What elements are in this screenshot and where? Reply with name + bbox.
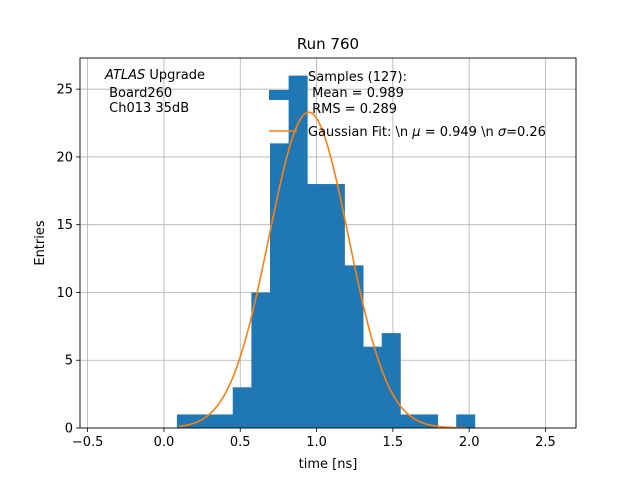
x-tick-label: 1.5 bbox=[383, 435, 404, 450]
histogram-bar bbox=[344, 265, 364, 428]
legend-samples-line-3: RMS = 0.289 bbox=[308, 102, 397, 117]
x-tick-label: −0.5 bbox=[72, 435, 104, 450]
legend-mu-symbol: μ bbox=[411, 125, 420, 140]
y-tick-label: 0 bbox=[65, 422, 73, 437]
histogram-bar bbox=[400, 414, 420, 428]
y-axis-ticks: 0 5 10 15 20 25 bbox=[56, 83, 80, 437]
x-tick-label: 1.0 bbox=[306, 435, 327, 450]
histogram-bars bbox=[176, 75, 476, 428]
x-tick-label: 0.5 bbox=[230, 435, 251, 450]
x-axis-ticks: −0.5 0.0 0.5 1.0 1.5 2.0 2.5 bbox=[72, 428, 556, 450]
legend-fit-prefix: Gaussian Fit: \n bbox=[308, 125, 412, 140]
histogram-bar bbox=[363, 346, 383, 428]
annotation-box: ATLAS Upgrade Board260 Ch013 35dB bbox=[104, 68, 205, 116]
histogram-bar bbox=[325, 184, 345, 428]
legend-fit-mid: = 0.949 \n bbox=[421, 125, 498, 140]
y-tick-label: 20 bbox=[56, 150, 73, 165]
legend-samples-line-2: Mean = 0.989 bbox=[308, 86, 404, 101]
histogram-bar bbox=[418, 414, 438, 428]
legend-fit-suffix: =0.26 bbox=[506, 125, 546, 140]
legend-histogram-patch bbox=[269, 90, 297, 100]
y-tick-label: 10 bbox=[56, 286, 73, 301]
histogram-bar bbox=[214, 414, 234, 428]
histogram-bar bbox=[381, 333, 401, 428]
histogram-bar bbox=[195, 414, 215, 428]
annotation-upgrade: Upgrade bbox=[145, 68, 205, 83]
y-tick-label: 5 bbox=[65, 354, 73, 369]
y-tick-label: 15 bbox=[56, 218, 73, 233]
y-axis-label: Entries bbox=[33, 220, 48, 266]
plot-frame bbox=[79, 57, 577, 429]
histogram-bar bbox=[270, 143, 290, 428]
y-tick-label: 25 bbox=[56, 83, 73, 98]
histogram-bar bbox=[232, 387, 252, 428]
x-tick-label: 2.5 bbox=[535, 435, 556, 450]
legend-sigma-symbol: σ bbox=[498, 125, 507, 140]
gaussian-fit-line bbox=[179, 111, 467, 429]
annotation-line-3: Ch013 35dB bbox=[105, 101, 189, 116]
histogram-bar bbox=[288, 75, 308, 428]
histogram-bar bbox=[307, 184, 327, 428]
histogram-bar bbox=[456, 414, 476, 428]
x-tick-label: 0.0 bbox=[154, 435, 175, 450]
x-tick-label: 2.0 bbox=[459, 435, 480, 450]
annotation-atlas: ATLAS bbox=[104, 68, 145, 83]
x-axis-label: time [ns] bbox=[299, 457, 358, 472]
histogram-bar bbox=[251, 292, 271, 428]
annotation-line-1: ATLAS Upgrade bbox=[104, 68, 205, 83]
legend-samples-line-1: Samples (127): bbox=[308, 70, 407, 85]
annotation-line-2: Board260 bbox=[105, 86, 172, 101]
chart-title: Run 760 bbox=[297, 35, 359, 53]
legend-fit-label: Gaussian Fit: \n μ = 0.949 \n σ=0.26 bbox=[308, 125, 546, 140]
legend: Samples (127): Mean = 0.989 RMS = 0.289 … bbox=[269, 70, 546, 140]
